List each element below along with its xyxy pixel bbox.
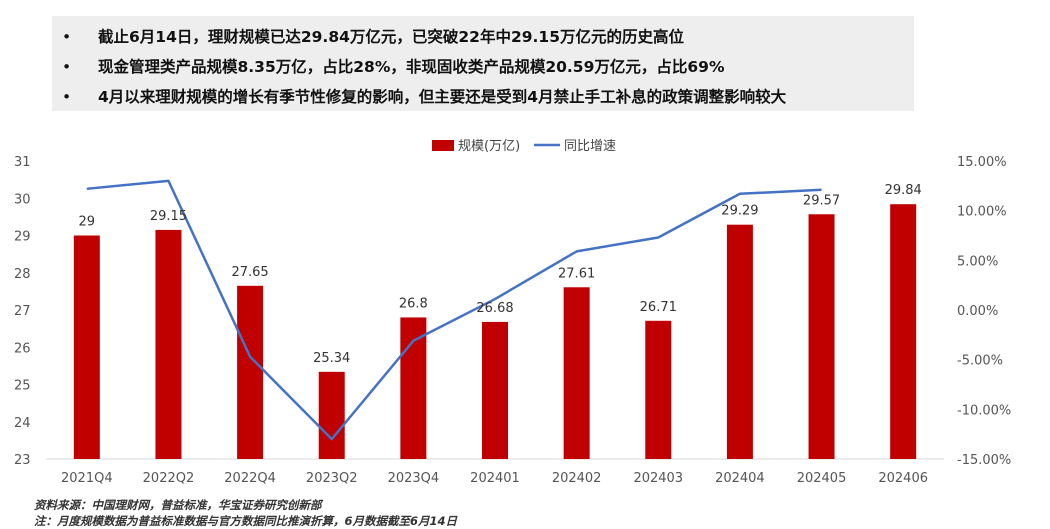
bar-data-label: 29.84 — [885, 183, 922, 198]
bar — [237, 285, 264, 459]
bullet-dot: • — [62, 88, 72, 106]
bar — [890, 204, 917, 459]
bar-data-label: 27.61 — [558, 266, 595, 281]
y-right-tick-label: -10.00% — [957, 403, 1011, 418]
y-left-tick-label: 26 — [14, 341, 31, 356]
x-tick-label: 2023Q4 — [388, 471, 440, 486]
chart-legend: 规模(万亿) 同比增速 — [432, 139, 616, 154]
legend-swatch-bar — [432, 140, 454, 151]
bar-data-label: 27.65 — [231, 265, 268, 280]
y-right-tick-label: 15.00% — [957, 155, 1007, 170]
bullet-text: 现金管理类产品规模8.35万亿，占比28%，非现固收类产品规模20.59万亿元，… — [98, 58, 725, 76]
x-tick-label: 2021Q4 — [61, 471, 113, 486]
bar — [400, 317, 427, 459]
bar-data-label: 29 — [79, 215, 96, 230]
x-tick-label: 202406 — [878, 471, 928, 486]
x-tick-label: 202405 — [797, 471, 847, 486]
legend-label-bar: 规模(万亿) — [458, 139, 520, 154]
bar — [726, 224, 753, 459]
bar-data-label: 26.68 — [476, 301, 513, 316]
bar-series — [73, 204, 917, 459]
y-left-tick-label: 24 — [14, 416, 31, 431]
x-tick-label: 202402 — [552, 471, 602, 486]
x-tick-label: 2022Q4 — [224, 471, 276, 486]
y-left-tick-label: 29 — [14, 230, 31, 245]
chart-axes: 23 24 25 26 27 28 29 30 31 -15.00% -10.00% -5.00% 0.… — [14, 155, 1011, 486]
bar-data-label: 26.71 — [640, 300, 677, 315]
x-tick-label: 202401 — [470, 471, 520, 486]
y-right-tick-label: -5.00% — [957, 354, 1003, 369]
y-right-tick-label: 0.00% — [957, 304, 998, 319]
bullet-dot: • — [62, 58, 72, 76]
bar-data-label: 29.29 — [721, 204, 758, 219]
bar — [482, 321, 508, 459]
bar — [808, 214, 835, 459]
data-labels: 29 29.15 27.65 25.34 26.8 26.68 27.61 26.71 29.2… — [79, 183, 922, 366]
x-tick-label: 2023Q2 — [306, 471, 358, 486]
bullet-2: • 现金管理类产品规模8.35万亿，占比28%，非现固收类产品规模20.59万亿元… — [62, 52, 724, 82]
growth-line — [86, 179, 822, 441]
bar-data-label: 29.57 — [803, 193, 840, 208]
x-tick-label: 202403 — [633, 471, 683, 486]
y-left-tick-label: 25 — [14, 379, 31, 394]
y-left-tick-label: 27 — [14, 304, 31, 319]
bar — [645, 320, 672, 459]
x-tick-label: 202404 — [715, 471, 765, 486]
summary-box: • 截止6月14日，理财规模已达29.84万亿元，已突破22年中29.15万亿元的… — [52, 16, 914, 111]
legend-label-line: 同比增速 — [564, 139, 616, 154]
footnote: 注：月度规模数据为普益标准数据与官方数据同比推演折算，6月数据截至6月14日 — [34, 514, 458, 528]
bar — [563, 287, 590, 459]
bar-data-label: 25.34 — [313, 351, 350, 366]
bar — [155, 229, 182, 459]
bullet-text: 4月以来理财规模的增长有季节性修复的影响，但主要还是受到4月禁止手工补息的政策调… — [98, 88, 787, 106]
bar-data-label: 29.15 — [150, 209, 187, 224]
bullet-1: • 截止6月14日，理财规模已达29.84万亿元，已突破22年中29.15万亿元的… — [62, 22, 684, 52]
bar — [318, 371, 345, 459]
source-note: 资料来源：中国理财网，普益标准，华宝证券研究创新部 — [34, 498, 322, 512]
y-left-tick-label: 23 — [14, 453, 31, 468]
bullet-text: 截止6月14日，理财规模已达29.84万亿元，已突破22年中29.15万亿元的历… — [98, 28, 684, 46]
bullet-dot: • — [62, 28, 72, 46]
x-tick-label: 2022Q2 — [143, 471, 195, 486]
y-left-tick-label: 28 — [14, 267, 31, 282]
bullet-3: • 4月以来理财规模的增长有季节性修复的影响，但主要还是受到4月禁止手工补息的政策… — [62, 82, 786, 112]
y-left-tick-label: 31 — [14, 155, 31, 170]
y-right-tick-label: 10.00% — [957, 205, 1007, 220]
y-left-tick-label: 30 — [14, 192, 31, 207]
bar-data-label: 26.8 — [399, 296, 428, 311]
bar — [73, 235, 100, 459]
line-series — [86, 179, 822, 441]
y-right-tick-label: 5.00% — [957, 254, 998, 269]
y-right-tick-label: -15.00% — [957, 453, 1011, 468]
